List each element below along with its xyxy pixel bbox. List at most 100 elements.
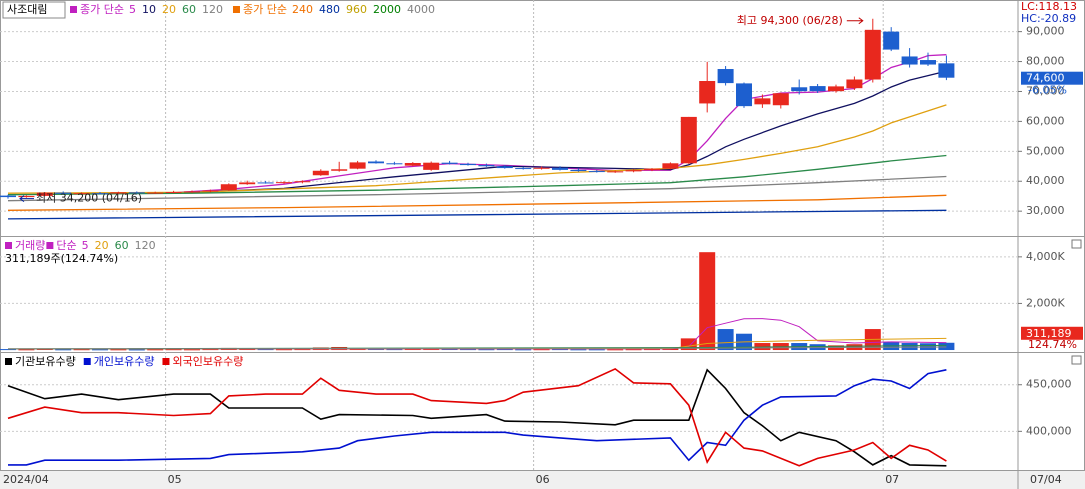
close-icon[interactable] — [1071, 239, 1082, 249]
candle-body — [772, 93, 789, 106]
last-price-label: 74,600 — [1026, 72, 1065, 85]
volume-bar — [533, 349, 550, 351]
line — [7, 209, 947, 220]
volume-bar — [607, 349, 624, 351]
candle-body — [920, 60, 936, 65]
legend-entry: 20 — [162, 3, 176, 16]
volume-bar — [515, 349, 532, 351]
volume-bar — [165, 349, 182, 351]
volume-bar — [938, 342, 955, 351]
candle-body — [110, 192, 127, 194]
legend-entry: 960 — [346, 3, 367, 16]
volume-bar — [110, 349, 127, 351]
candle-body — [717, 69, 734, 84]
legend-entry: 120 — [202, 3, 223, 16]
high-arrow — [846, 17, 864, 25]
volume-bar — [128, 349, 145, 351]
line — [7, 367, 947, 467]
candle-body — [736, 83, 752, 107]
x-axis-band — [0, 470, 1085, 489]
legend-swatch — [46, 242, 54, 249]
candle-body — [607, 171, 624, 173]
candle-body — [478, 165, 495, 167]
line — [8, 369, 947, 466]
candle-body — [92, 193, 108, 195]
candle-body — [294, 181, 311, 183]
volume-status: 311,189주(124.74%) — [5, 252, 118, 265]
candle-body — [460, 163, 476, 166]
y-tick-label: 30,000 — [1026, 204, 1065, 217]
volume-bar — [625, 349, 642, 351]
volume-bar — [257, 349, 274, 351]
x-tick-label: 07 — [885, 473, 899, 486]
volume-bar — [73, 349, 90, 351]
candle-body — [552, 167, 568, 170]
candle-body — [515, 168, 532, 170]
legend-entry: 120 — [135, 239, 156, 252]
candle-body — [128, 192, 145, 194]
y-tick-label: 60,000 — [1026, 114, 1065, 127]
candle-body — [809, 86, 826, 92]
volume-bar — [496, 349, 513, 351]
candle-body — [901, 56, 918, 65]
volume-bar — [809, 344, 826, 351]
title-box — [2, 1, 66, 19]
candle-body — [533, 167, 550, 169]
candle-body — [184, 191, 200, 193]
candle-body — [625, 170, 642, 172]
high-annotation: 최고 94,300 (06/28) — [737, 14, 843, 27]
last-volume-label: 311,189 — [1026, 327, 1072, 340]
candle-body — [202, 190, 219, 192]
volume-bar — [478, 349, 495, 351]
legend-entry: 240 — [292, 3, 313, 16]
candle-body — [680, 116, 697, 164]
candle-body — [36, 192, 53, 196]
volume-bar — [441, 348, 458, 351]
candle-body — [220, 184, 237, 191]
candle-body — [570, 169, 587, 172]
legend-entry: 4000 — [407, 3, 435, 16]
legend-entry: 2000 — [373, 3, 401, 16]
last-volume-box — [1021, 326, 1083, 340]
x-end-label: 07/04 — [1030, 473, 1062, 486]
y-tick-label: 50,000 — [1026, 144, 1065, 157]
line — [7, 104, 947, 194]
candle-body — [588, 171, 605, 173]
candle-body — [0, 195, 16, 198]
line — [7, 194, 947, 211]
y-tick-label: 40,000 — [1026, 174, 1065, 187]
y-tick-label: 2,000K — [1026, 296, 1065, 309]
line — [173, 70, 947, 194]
candle-body — [441, 162, 458, 164]
volume-bar — [184, 349, 200, 351]
y-tick-label: 400,000 — [1026, 424, 1072, 437]
candle-body — [386, 163, 403, 165]
legend-label: 종가 단순 — [80, 3, 124, 16]
volume-bar — [460, 349, 476, 351]
legend-swatch — [162, 358, 170, 365]
chart-title: 사조대림 — [7, 3, 47, 16]
volume-bar — [202, 349, 219, 351]
x-tick-label: 05 — [168, 473, 182, 486]
legend-entry: 개인보유수량 — [94, 355, 155, 368]
volume-bar — [92, 349, 108, 351]
candle-body — [828, 86, 844, 92]
legend-entry: 기관보유수량 — [15, 355, 76, 368]
close-icon[interactable] — [1071, 355, 1082, 365]
legend-entry: 480 — [319, 3, 340, 16]
y-tick-label: 70,000 — [1026, 84, 1065, 97]
volume-bar — [717, 329, 734, 351]
volume-bar — [644, 349, 660, 351]
candle-body — [846, 79, 863, 89]
legend-label: 단순 — [56, 239, 76, 252]
candle-body — [312, 170, 329, 176]
candle-body — [276, 182, 292, 184]
hc-label: HC:-20.89 — [1021, 12, 1076, 25]
legend-entry: 5 — [129, 3, 136, 16]
y-tick-label: 90,000 — [1026, 25, 1065, 38]
last-price-box — [1021, 71, 1083, 85]
legend-entry: 10 — [142, 3, 156, 16]
volume-bar — [570, 349, 587, 351]
legend-entry: 20 — [95, 239, 109, 252]
